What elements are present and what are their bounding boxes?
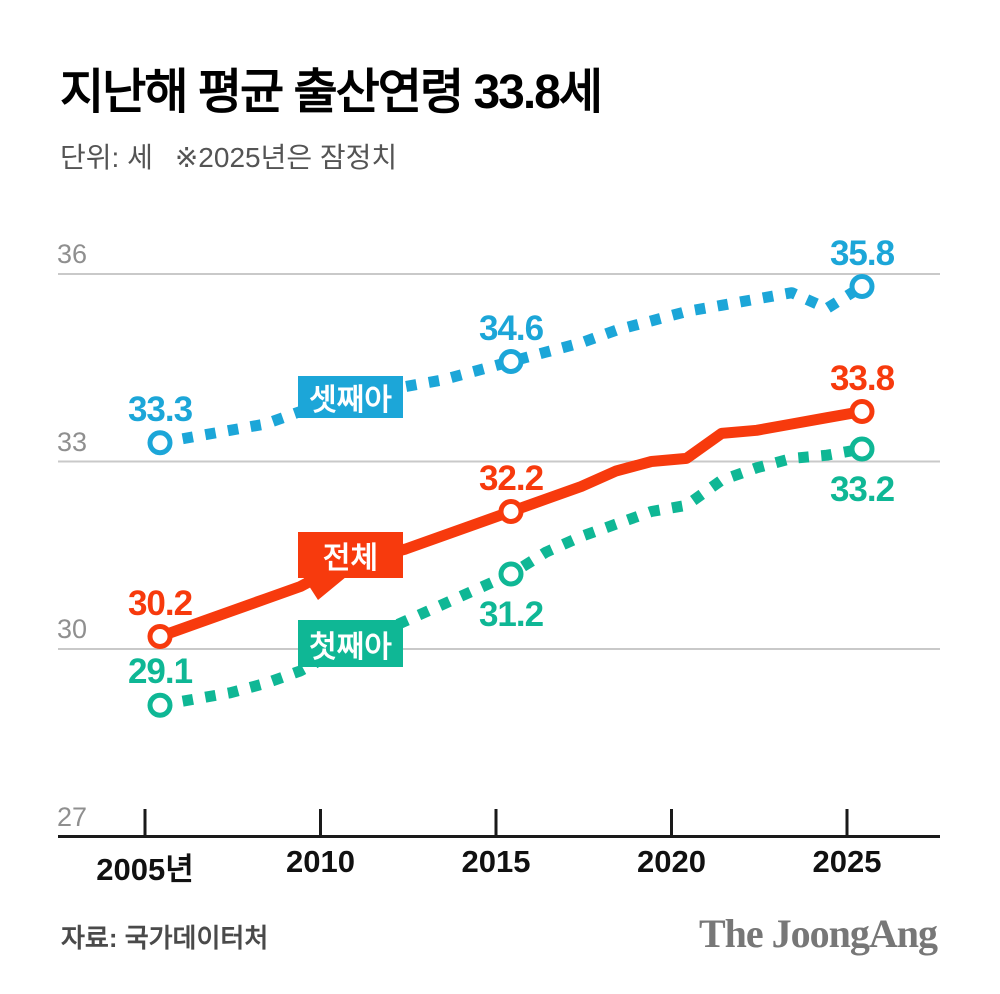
legend-first-child: 첫째아 [298,620,403,667]
legend-total: 전체 [298,532,403,578]
data-point-first-2025 [849,436,875,462]
series-line-third [159,281,865,449]
data-point-third-2015 [498,349,524,374]
data-point-first-2015 [498,561,524,587]
data-point-total-2025 [849,399,875,424]
unit-label: 단위: 세 [60,142,153,173]
legend-total-pointer [300,572,352,600]
legend-third-child: 셋째아 [298,376,403,418]
provisional-note: ※2025년은 잠정치 [174,142,398,173]
data-point-third-2005 [147,430,173,456]
data-point-first-2005 [147,692,173,718]
subtitle: 단위: 세 ※2025년은 잠정치 [60,136,397,176]
data-point-total-2015 [498,499,524,524]
source-label: 자료: 국가데이터처 [61,923,269,953]
joongang-logo: The JoongAng [698,911,938,956]
data-point-total-2005 [147,624,173,649]
page-title: 지난해 평균 출산연령 33.8세 [60,66,603,119]
data-point-third-2025 [849,274,875,299]
